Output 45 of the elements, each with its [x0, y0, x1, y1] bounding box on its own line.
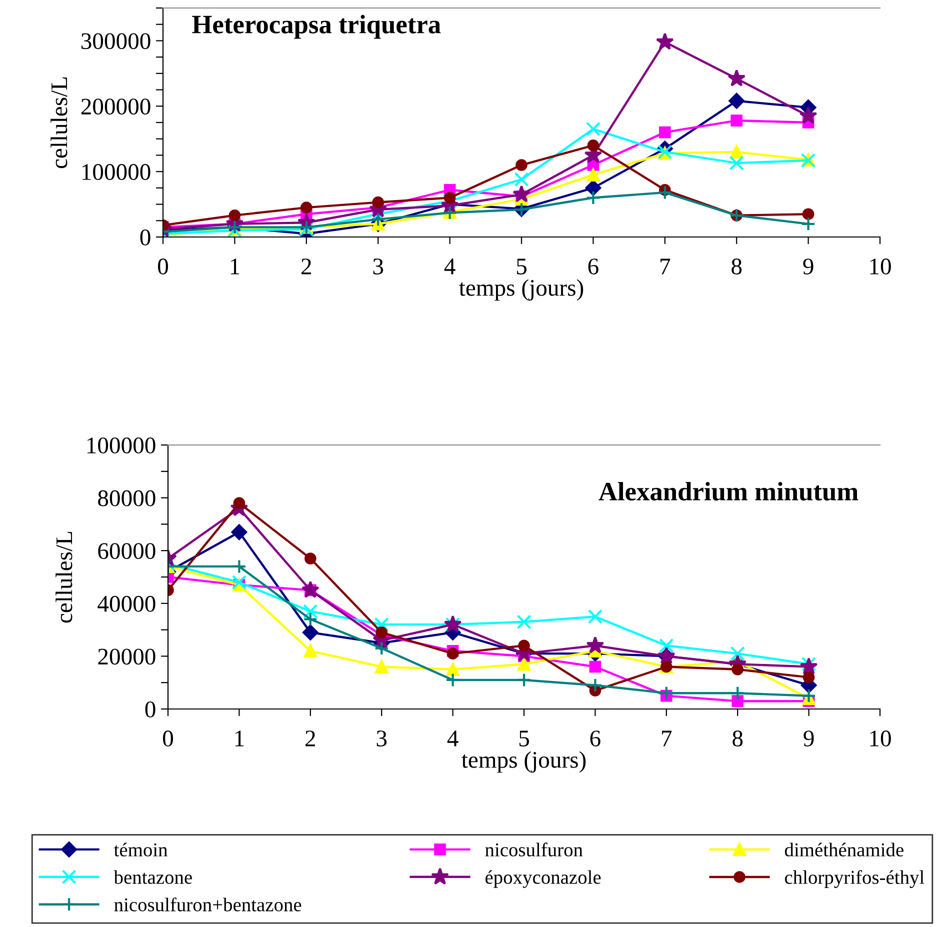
x-tick-label: 2: [306, 730, 315, 746]
chart-title: Heterocapsa triquetra: [192, 14, 441, 39]
x-tick-label: 3: [373, 258, 384, 274]
x-tick-label: 6: [590, 730, 600, 746]
x-tick-label: 7: [660, 258, 670, 274]
y-tick-label: 60000: [98, 543, 156, 560]
y-tick-label: 80000: [98, 490, 156, 506]
x-tick-label: 2: [302, 258, 311, 274]
x-tick-label: 4: [444, 258, 456, 274]
y-axis-title: cellules/L: [56, 532, 72, 623]
x-tick-label: 1: [235, 730, 244, 746]
legend-label: témoin: [114, 842, 168, 856]
x-tick-label: 9: [803, 258, 814, 274]
x-tick-label: 8: [732, 730, 743, 746]
x-axis-title: temps (jours): [459, 279, 584, 301]
x-tick-label: 1: [230, 258, 240, 274]
legend-label: époxyconazole: [485, 870, 601, 888]
x-tick-label: 4: [447, 730, 458, 746]
x-tick-label: 6: [588, 258, 598, 274]
y-tick-label: 100000: [87, 437, 156, 454]
y-axis-title: cellules/L: [50, 77, 68, 168]
x-tick-label: 10: [870, 258, 891, 274]
x-tick-label: 3: [376, 730, 387, 746]
y-tick-label: 100000: [82, 164, 150, 180]
y-tick-label: 20000: [98, 648, 156, 665]
legend-label: diméthénamide: [784, 842, 904, 856]
x-tick-label: 8: [732, 258, 742, 274]
y-tick-label: 300000: [81, 33, 150, 50]
x-tick-label: 0: [162, 730, 174, 746]
legend-label: nicosulfuron+bentazone: [114, 898, 302, 912]
x-tick-label: 9: [804, 730, 814, 746]
x-tick-label: 0: [158, 258, 168, 274]
text: Alexandrium minutum: [598, 482, 858, 501]
x-tick-label: 5: [519, 730, 529, 746]
y-tick-label: 200000: [81, 98, 150, 115]
y-tick-label: 0: [140, 229, 150, 246]
legend-label: chlorpyrifos-éthyl: [784, 870, 924, 888]
x-tick-label: 7: [662, 730, 672, 746]
legend-label: bentazone: [114, 870, 192, 884]
x-tick-label: 5: [516, 258, 526, 274]
x-tick-label: 10: [870, 730, 891, 746]
y-tick-label: 40000: [98, 596, 156, 612]
legend-label: nicosulfuron: [485, 842, 583, 856]
y-tick-label: 0: [145, 701, 156, 718]
x-axis-title: temps (jours): [462, 751, 586, 773]
